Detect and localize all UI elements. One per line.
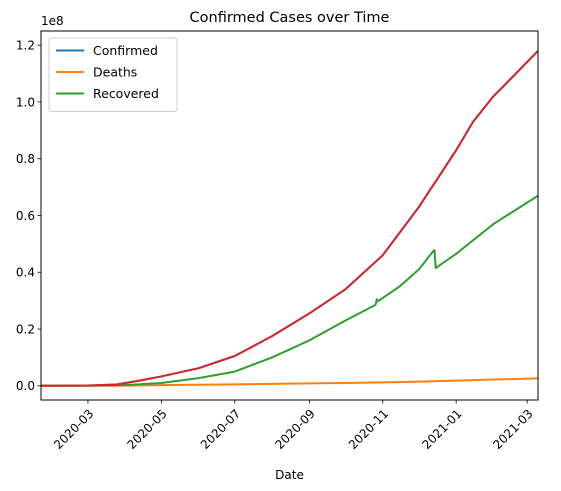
legend-label-recovered: Recovered: [93, 86, 159, 101]
y-tick-label: 0.2: [16, 322, 35, 336]
chart-title: Confirmed Cases over Time: [190, 10, 390, 26]
y-tick-label: 1.2: [16, 38, 35, 52]
legend-label-confirmed: Confirmed: [93, 43, 158, 58]
x-axis-label: Date: [275, 468, 304, 482]
y-tick-label: 0.6: [16, 209, 35, 223]
legend-label-deaths: Deaths: [93, 65, 137, 80]
y-tick-label: 0.8: [16, 152, 35, 166]
y-tick-label: 0.4: [16, 266, 35, 280]
y-axis-multiplier: 1e8: [41, 14, 64, 28]
y-tick-label: 0.0: [16, 379, 35, 393]
y-tick-label: 1.0: [16, 95, 35, 109]
legend: Confirmed Deaths Recovered: [49, 38, 177, 112]
